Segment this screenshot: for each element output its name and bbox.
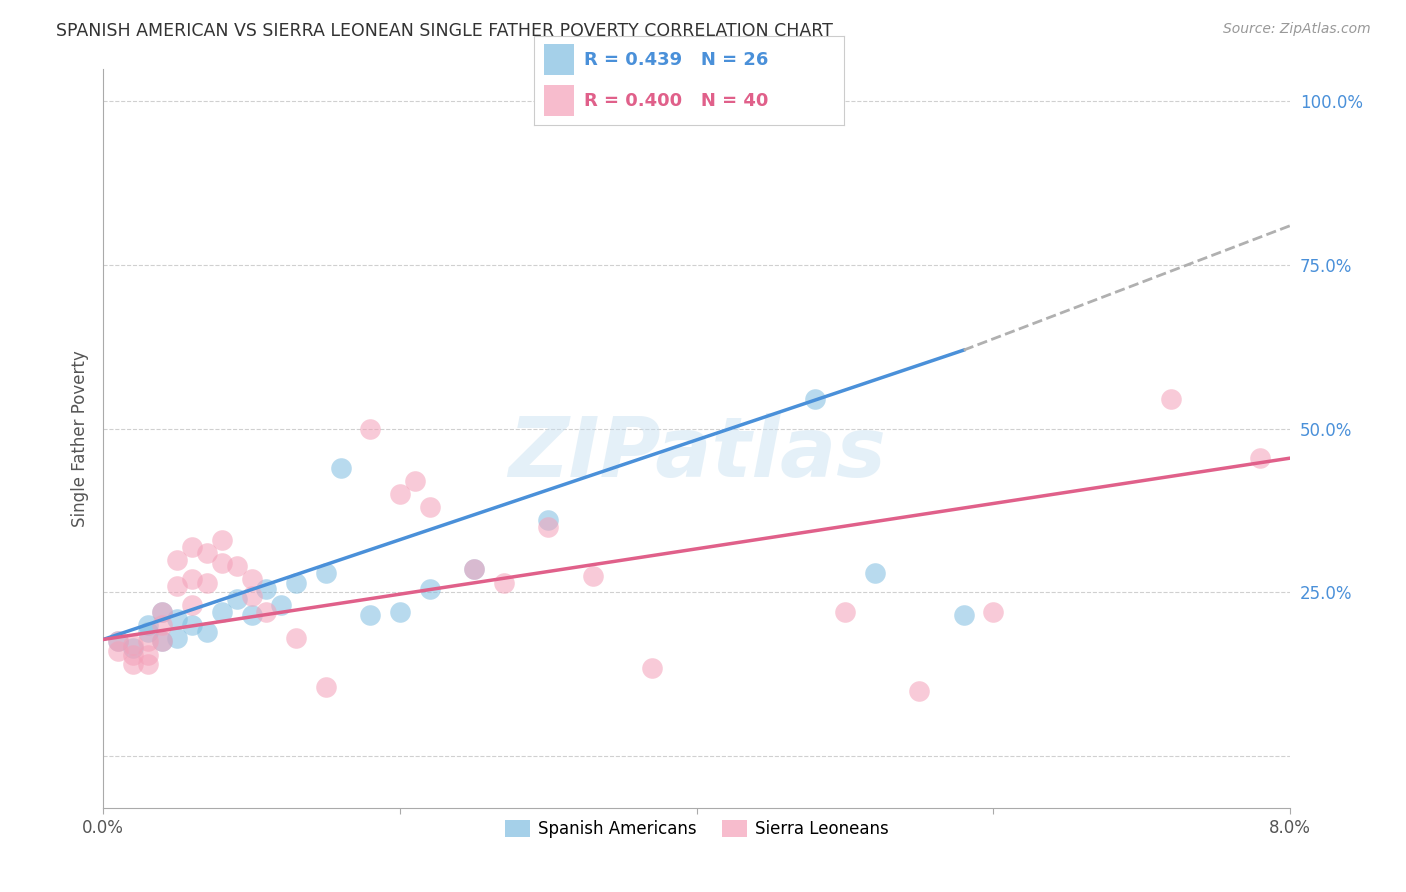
Point [195, 575, 218, 590]
Point [121, 638, 143, 652]
Text: ZIPatlas: ZIPatlas [508, 413, 886, 494]
Point [181, 540, 204, 554]
Point [419, 500, 441, 515]
Point [388, 605, 411, 619]
Point [315, 566, 337, 580]
Point [136, 648, 159, 662]
Bar [544, 44, 575, 75]
Point [152, 634, 174, 648]
Point [107, 634, 129, 648]
Point [388, 487, 411, 501]
Point [537, 513, 560, 527]
Point [181, 599, 204, 613]
Bar [544, 85, 575, 116]
Point [195, 624, 218, 639]
Y-axis label: Single Father Poverty: Single Father Poverty [72, 350, 89, 527]
Point [804, 392, 827, 407]
Point [166, 611, 188, 625]
Point [166, 552, 188, 566]
Text: Source: ZipAtlas.com: Source: ZipAtlas.com [1223, 22, 1371, 37]
Text: R = 0.439   N = 26: R = 0.439 N = 26 [583, 51, 768, 69]
Text: R = 0.400   N = 40: R = 0.400 N = 40 [583, 92, 768, 110]
Point [834, 605, 856, 619]
Point [136, 618, 159, 632]
Point [152, 605, 174, 619]
Point [240, 572, 263, 586]
Point [225, 591, 247, 606]
Point [908, 683, 931, 698]
Point [863, 566, 886, 580]
Point [121, 640, 143, 655]
Point [195, 546, 218, 560]
Point [952, 608, 974, 623]
Point [136, 634, 159, 648]
Point [121, 648, 143, 662]
Point [181, 572, 204, 586]
Legend: Spanish Americans, Sierra Leoneans: Spanish Americans, Sierra Leoneans [498, 813, 896, 845]
Point [285, 631, 308, 645]
Point [166, 579, 188, 593]
Point [152, 605, 174, 619]
Point [1250, 451, 1272, 466]
Point [537, 520, 560, 534]
Point [211, 605, 233, 619]
Point [463, 562, 485, 576]
Point [107, 634, 129, 648]
Point [463, 562, 485, 576]
Point [121, 657, 143, 672]
Point [240, 589, 263, 603]
Point [329, 461, 352, 475]
Point [359, 422, 381, 436]
Point [225, 559, 247, 574]
Point [254, 582, 277, 596]
Text: SPANISH AMERICAN VS SIERRA LEONEAN SINGLE FATHER POVERTY CORRELATION CHART: SPANISH AMERICAN VS SIERRA LEONEAN SINGL… [56, 22, 834, 40]
Point [254, 605, 277, 619]
Point [983, 605, 1005, 619]
Point [107, 644, 129, 658]
Point [136, 657, 159, 672]
Point [641, 660, 664, 674]
Point [211, 533, 233, 547]
Point [270, 599, 292, 613]
Point [166, 631, 188, 645]
Point [359, 608, 381, 623]
Point [315, 681, 337, 695]
Point [1160, 392, 1182, 407]
Point [240, 608, 263, 623]
Point [404, 474, 426, 488]
Point [152, 634, 174, 648]
Point [211, 556, 233, 570]
Point [492, 575, 515, 590]
Point [152, 618, 174, 632]
Point [285, 575, 308, 590]
Point [582, 569, 605, 583]
Point [181, 618, 204, 632]
Point [136, 624, 159, 639]
Point [419, 582, 441, 596]
